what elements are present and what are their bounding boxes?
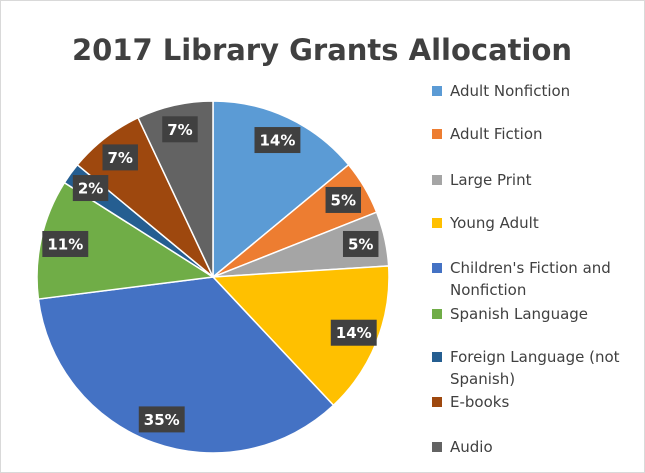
data-label-group: 5% [342, 230, 379, 257]
data-label: 2% [78, 180, 103, 198]
data-label-bg [254, 127, 301, 154]
legend-swatch [432, 86, 442, 96]
data-label-bg [42, 230, 89, 257]
data-label: 5% [331, 191, 356, 209]
legend-swatch [432, 263, 442, 273]
legend-label: Foreign Language (not Spanish) [450, 348, 620, 388]
data-label-bg [72, 175, 109, 202]
legend-swatch [432, 397, 442, 407]
data-label: 14% [336, 324, 372, 342]
pie-slice [212, 100, 350, 279]
data-label: 35% [144, 411, 180, 429]
legend-label: Spanish Language [450, 305, 589, 323]
data-label: 11% [47, 235, 83, 253]
legend-swatch [432, 352, 442, 362]
data-label-group: 35% [138, 406, 185, 433]
legend-label: Young Adult [450, 214, 539, 232]
data-label-group: 7% [102, 144, 138, 171]
data-label: 14% [259, 132, 295, 150]
legend-label: E-books [450, 393, 510, 411]
data-label-bg [102, 144, 138, 171]
data-label-bg [330, 319, 377, 346]
pie-slice [36, 181, 216, 300]
data-label-group: 11% [42, 230, 89, 257]
data-label-bg [342, 230, 379, 257]
data-label-group: 14% [254, 127, 301, 154]
legend-label: Audio [450, 438, 493, 456]
chart-title: 2017 Library Grants Allocation [72, 33, 572, 67]
data-label: 7% [167, 121, 192, 139]
legend-swatch [432, 175, 442, 185]
data-label-group: 5% [325, 186, 362, 213]
pie-slice [137, 100, 214, 278]
data-label-bg [138, 406, 185, 433]
legend-label: Adult Fiction [450, 125, 543, 143]
legend-label: Adult Nonfiction [450, 82, 571, 100]
legend-swatch [432, 309, 442, 319]
legend-swatch [432, 129, 442, 139]
pie-slice [37, 276, 335, 454]
data-label-group: 2% [72, 175, 109, 202]
data-label-group: 14% [330, 319, 377, 346]
legend-label: Children's Fiction and Nonfiction [450, 259, 611, 299]
legend-swatch [432, 218, 442, 228]
legend-label: Large Print [450, 171, 532, 189]
data-label: 5% [348, 235, 373, 253]
data-label-bg [325, 186, 362, 213]
data-label-group: 7% [162, 116, 198, 143]
legend-swatch [432, 442, 442, 452]
data-label: 7% [107, 149, 132, 167]
data-label-bg [162, 116, 198, 143]
